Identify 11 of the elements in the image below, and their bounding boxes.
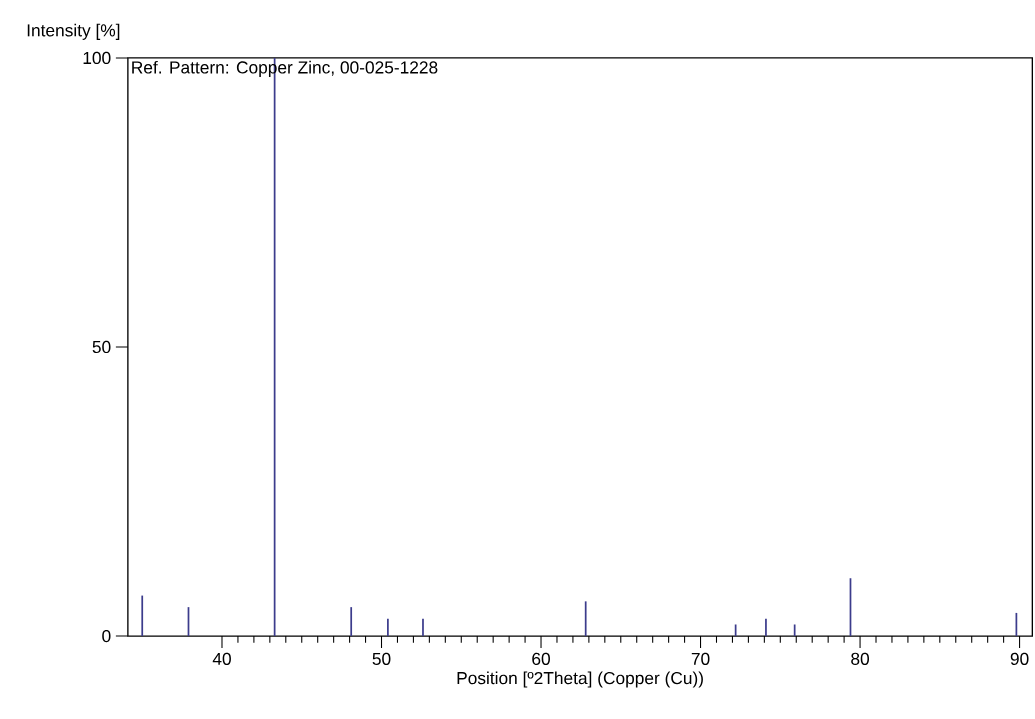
y-tick-label: 0 xyxy=(102,630,111,643)
x-tick-label: 40 xyxy=(212,652,231,666)
x-tick-label: 90 xyxy=(1010,652,1029,666)
y-axis-title: Intensity [%] xyxy=(27,23,120,41)
x-tick-label: 80 xyxy=(851,652,870,666)
x-tick-label: 50 xyxy=(372,652,391,666)
x-tick-label: 60 xyxy=(532,652,550,666)
y-tick-label: 100 xyxy=(83,51,111,65)
y-tick-label: 50 xyxy=(92,341,111,354)
x-axis-title: Position [º2Theta] (Copper (Cu)) xyxy=(457,671,703,688)
x-tick-label: 70 xyxy=(691,652,710,666)
